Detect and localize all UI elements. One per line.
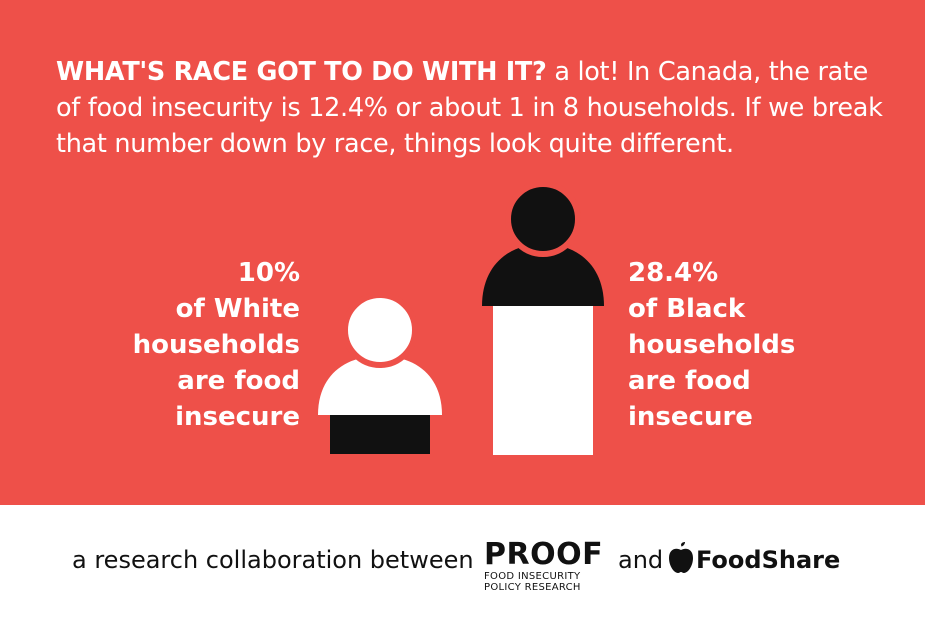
main-panel: WHAT'S RACE GOT TO DO WITH IT? a lot! In… — [0, 0, 925, 505]
headline: WHAT'S RACE GOT TO DO WITH IT? a lot! In… — [56, 54, 896, 162]
white-label-line: of White — [175, 294, 300, 324]
black-label-line: are food — [628, 366, 751, 396]
foodshare-name: FoodShare — [696, 546, 841, 574]
black-figure-head — [505, 181, 581, 257]
collaboration-text: a research collaboration between — [72, 546, 474, 574]
black-label-line: insecure — [628, 402, 753, 432]
household-figures — [318, 181, 604, 455]
white-households-stat: 10% of White households are food insecur… — [90, 255, 300, 435]
and-text: and — [618, 546, 664, 574]
proof-name: PROOF — [484, 537, 604, 572]
black-households-stat: 28.4% of Black households are food insec… — [628, 255, 868, 435]
proof-tagline: POLICY RESEARCH — [484, 582, 581, 593]
headline-bold: WHAT'S RACE GOT TO DO WITH IT? — [56, 57, 547, 87]
apple-icon — [669, 542, 693, 573]
black-figure-body — [493, 290, 593, 455]
black-percent: 28.4% — [628, 258, 719, 288]
white-label-line: are food — [177, 366, 300, 396]
proof-logo: PROOF FOOD INSECURITY POLICY RESEARCH — [484, 537, 604, 594]
white-figure-shoulders — [318, 356, 442, 415]
white-percent: 10% — [237, 258, 300, 288]
footer: a research collaboration between PROOF F… — [0, 505, 925, 621]
headline-body: a lot! In Canada, the rate of food insec… — [56, 57, 883, 159]
white-figure-head — [342, 292, 418, 368]
white-label-line: households — [132, 330, 300, 360]
black-label-line: of Black — [628, 294, 746, 324]
foodshare-logo: FoodShare — [668, 542, 840, 578]
white-label-line: insecure — [175, 402, 300, 432]
white-household-figure-icon — [318, 292, 442, 454]
black-household-figure-icon — [482, 181, 604, 455]
black-label-line: households — [628, 330, 796, 360]
proof-tagline: FOOD INSECURITY — [484, 571, 581, 582]
black-figure-shoulders — [482, 244, 604, 306]
